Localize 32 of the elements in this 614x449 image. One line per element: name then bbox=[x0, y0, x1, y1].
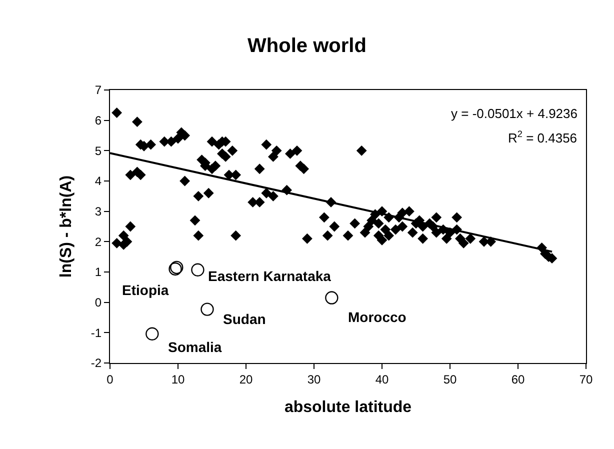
chart-title: Whole world bbox=[248, 34, 366, 57]
x-tick-label: 70 bbox=[579, 372, 593, 386]
annotation: R$^{2}$ = 0.4356 bbox=[508, 129, 578, 146]
x-tick-label: 40 bbox=[375, 372, 389, 386]
y-tick-label: 4 bbox=[94, 174, 102, 188]
y-tick-label: 6 bbox=[94, 114, 102, 128]
y-tick-label: 1 bbox=[94, 265, 102, 280]
y-axis-title: ln(S) - b*ln(A) bbox=[58, 175, 75, 278]
point bbox=[200, 302, 214, 316]
x-tick-label: 50 bbox=[443, 372, 457, 386]
annotation: Morocco bbox=[348, 309, 406, 325]
x-tick-label: 10 bbox=[171, 372, 185, 386]
point bbox=[191, 263, 204, 276]
x-tick-label: 30 bbox=[307, 372, 321, 386]
y-tick-label: -1 bbox=[90, 326, 102, 340]
annotation: y = -0.0501x + 4.9236 bbox=[451, 106, 578, 121]
annotation: Etiopia bbox=[122, 282, 169, 298]
x-axis-title: absolute latitude bbox=[284, 399, 412, 416]
y-tick-label: 3 bbox=[94, 204, 102, 219]
y-tick-label: 2 bbox=[94, 234, 102, 249]
x-tick-label: 20 bbox=[239, 372, 253, 386]
annotation: Somalia bbox=[168, 339, 222, 355]
point bbox=[146, 327, 159, 340]
x-tick-label: 60 bbox=[511, 372, 525, 386]
y-tick-label: -2 bbox=[90, 356, 102, 370]
annotation: Eastern Karnataka bbox=[208, 268, 332, 284]
x-tick-label: 0 bbox=[106, 372, 114, 386]
point bbox=[325, 291, 338, 304]
y-tick-label: 5 bbox=[94, 144, 102, 158]
y-tick-label: 0 bbox=[94, 296, 102, 310]
annotation: Sudan bbox=[223, 311, 266, 327]
y-tick-label: 7 bbox=[94, 83, 102, 98]
